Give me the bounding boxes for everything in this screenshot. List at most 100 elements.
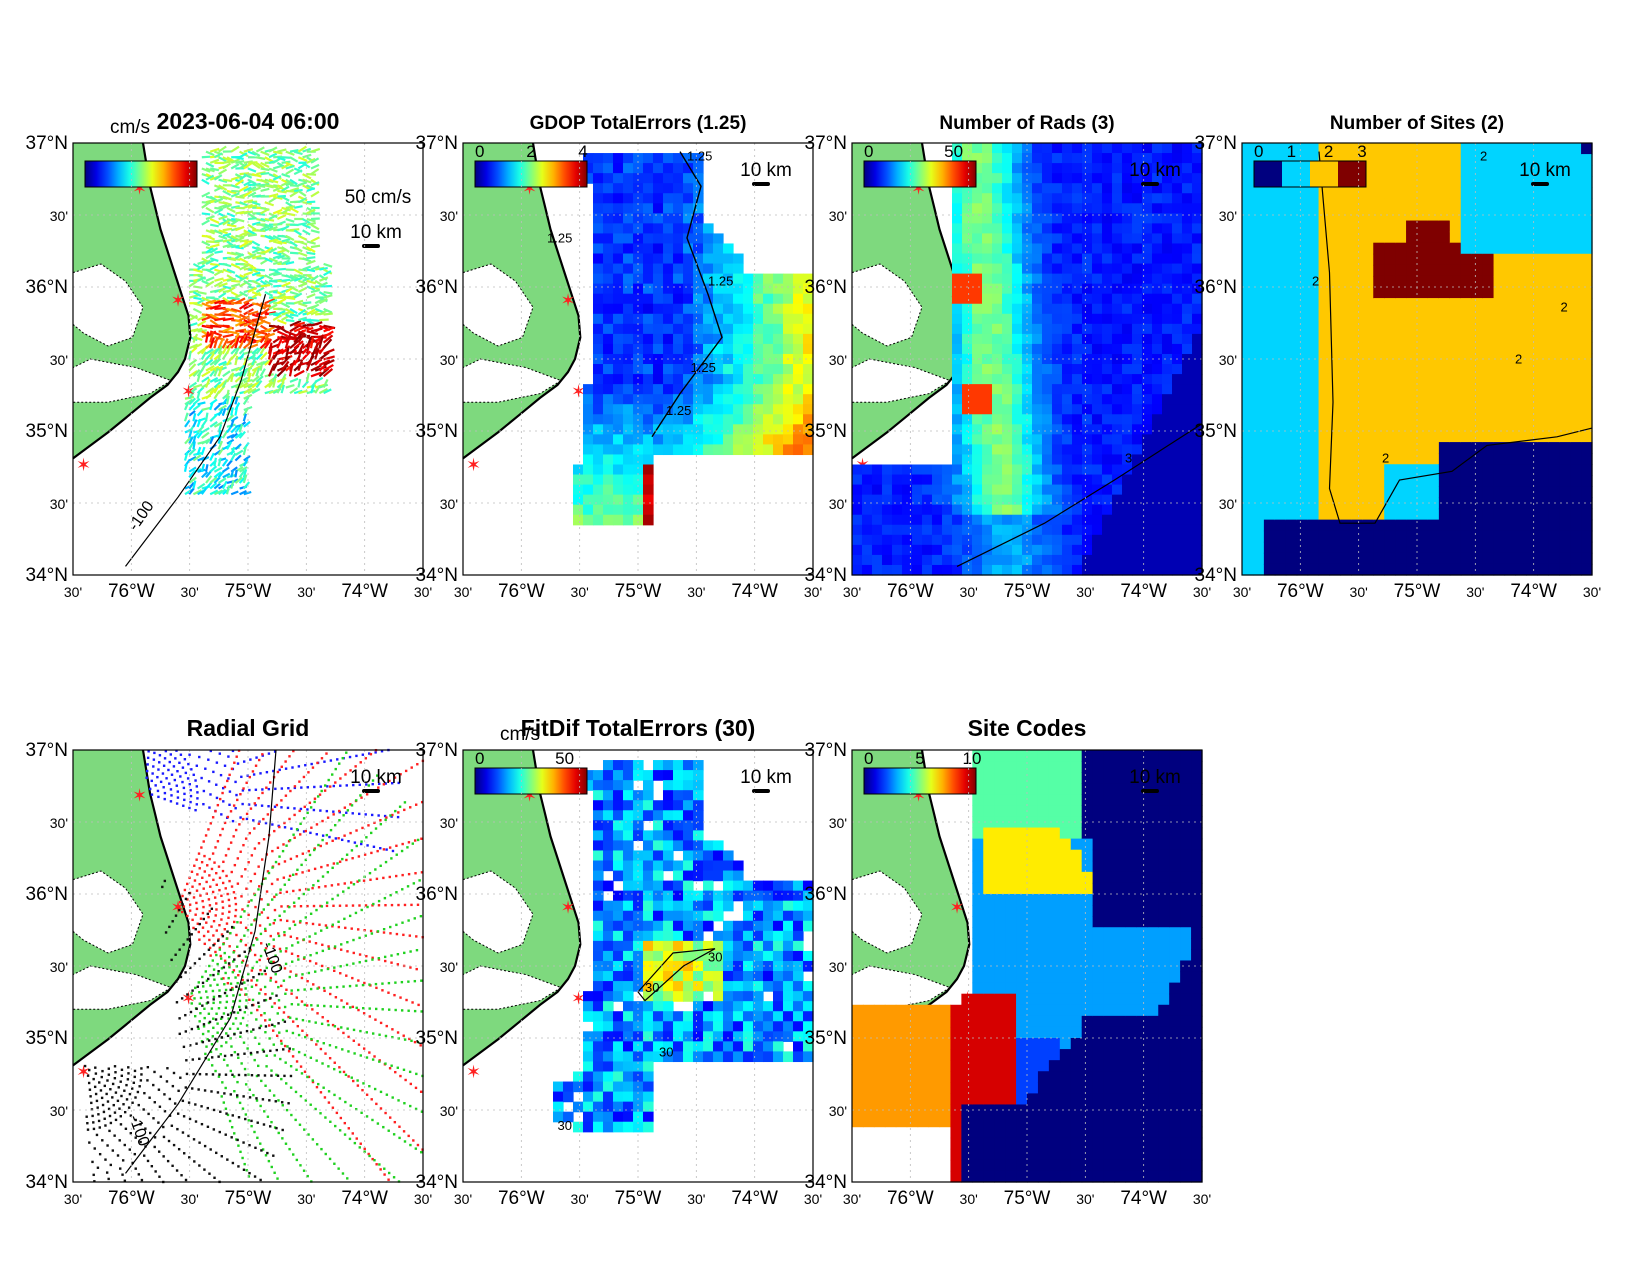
heatmap-cell — [1362, 475, 1374, 487]
heatmap-cell — [1570, 231, 1582, 244]
heatmap-cell — [1052, 333, 1063, 345]
grid-point — [234, 828, 238, 832]
gdop-contour — [651, 151, 723, 438]
heatmap-cell — [1537, 275, 1549, 288]
heatmap-cell — [1162, 504, 1173, 516]
heatmap-cell — [1062, 474, 1073, 486]
heatmap-cell — [1122, 464, 1133, 476]
heatmap-cell — [703, 364, 714, 375]
grid-point — [237, 973, 240, 977]
heatmap-cell — [783, 313, 794, 325]
velocity-arrow — [281, 259, 291, 265]
heatmap-cell — [1351, 198, 1363, 211]
heatmap-cell — [1559, 275, 1571, 288]
heatmap-cell — [932, 554, 943, 566]
heatmap-cell — [1002, 364, 1013, 375]
velocity-arrow — [251, 271, 261, 277]
axes: 37°N30'36°N30'35°N30'34°N30' 76°W 30' 75°W 3… — [416, 133, 823, 602]
heatmap-cell — [1182, 233, 1193, 245]
velocity-arrow — [255, 286, 265, 293]
velocity-arrow — [204, 331, 210, 343]
heatmap-cell — [1082, 524, 1093, 536]
velocity-arrow — [226, 206, 236, 213]
heatmap-cell — [1052, 484, 1063, 496]
heatmap-cell — [763, 353, 774, 365]
velocity-arrow — [247, 178, 257, 185]
heatmap-cell — [1471, 375, 1484, 388]
heatmap-cell — [1092, 193, 1103, 204]
heatmap-cell — [1460, 287, 1473, 299]
colorbar — [84, 160, 198, 188]
heatmap-cell — [703, 293, 714, 305]
grid-point — [194, 808, 197, 812]
heatmap-cell — [1274, 342, 1287, 355]
grid-point — [209, 749, 212, 753]
heatmap-cell — [1082, 293, 1093, 305]
heatmap-cell — [1152, 253, 1163, 265]
velocity-arrow — [293, 246, 303, 253]
heatmap-cell — [623, 454, 634, 466]
heatmap-cell — [1559, 475, 1571, 487]
velocity-arrow — [247, 167, 257, 173]
heatmap-cell — [1274, 253, 1287, 266]
heatmap-cell — [603, 233, 614, 245]
grid-point — [152, 758, 156, 761]
heatmap-cell — [1395, 165, 1407, 177]
grid-point — [207, 915, 210, 919]
heatmap-cell — [1526, 176, 1538, 188]
heatmap-cell — [1112, 424, 1123, 435]
velocity-arrow — [289, 178, 298, 186]
heatmap-cell — [1417, 331, 1429, 343]
grid-point — [240, 895, 243, 898]
velocity-arrow — [251, 388, 261, 395]
heatmap-cell — [1351, 331, 1363, 343]
heatmap-cell — [1072, 424, 1083, 435]
heatmap-cell — [902, 474, 913, 486]
heatmap-cell — [1102, 173, 1113, 184]
grid-point — [298, 921, 302, 924]
heatmap-cell — [723, 424, 734, 435]
heatmap-cell — [1052, 183, 1063, 194]
heatmap-cell — [753, 374, 764, 385]
heatmap-cell — [1471, 220, 1484, 233]
heatmap-cell — [643, 364, 654, 375]
heatmap-cell — [693, 173, 704, 184]
grid-point — [326, 864, 329, 867]
contour-label: 1.25 — [547, 230, 572, 245]
heatmap-cell — [623, 263, 634, 275]
grid-point — [327, 945, 330, 948]
heatmap-cell — [1122, 153, 1133, 164]
heatmap-cell — [1570, 187, 1582, 199]
heatmap-cell — [1042, 514, 1053, 526]
heatmap-cell — [1072, 534, 1083, 546]
grid-point — [241, 959, 245, 963]
velocity-arrow — [285, 274, 295, 280]
heatmap-cell — [1340, 486, 1352, 499]
heatmap-cell — [862, 514, 873, 526]
heatmap-cell — [1406, 154, 1418, 166]
heatmap-cell — [1581, 209, 1593, 222]
heatmap-cell — [1132, 484, 1143, 496]
velocity-arrow — [285, 217, 295, 223]
heatmap-cell — [1296, 220, 1309, 233]
heatmap-cell — [1504, 242, 1517, 255]
heatmap-cell — [1362, 298, 1374, 310]
heatmap-cell — [1395, 497, 1407, 510]
heatmap-cell — [1548, 231, 1560, 244]
heatmap-cell — [1581, 176, 1593, 188]
velocity-arrow — [226, 223, 237, 228]
velocity-arrow — [260, 303, 271, 310]
velocity-arrow — [213, 403, 221, 411]
grid-point — [236, 882, 240, 885]
heatmap-cell — [1192, 293, 1203, 305]
heatmap-cell — [1172, 554, 1183, 566]
heatmap-cell — [1351, 253, 1363, 266]
heatmap-cell — [1122, 303, 1133, 315]
heatmap-cell — [1242, 563, 1254, 576]
heatmap-cell — [1340, 530, 1352, 543]
velocity-arrow — [289, 387, 299, 395]
heatmap-cell — [1002, 153, 1013, 164]
heatmap-cell — [952, 293, 963, 305]
velocity-arrow — [192, 441, 196, 450]
